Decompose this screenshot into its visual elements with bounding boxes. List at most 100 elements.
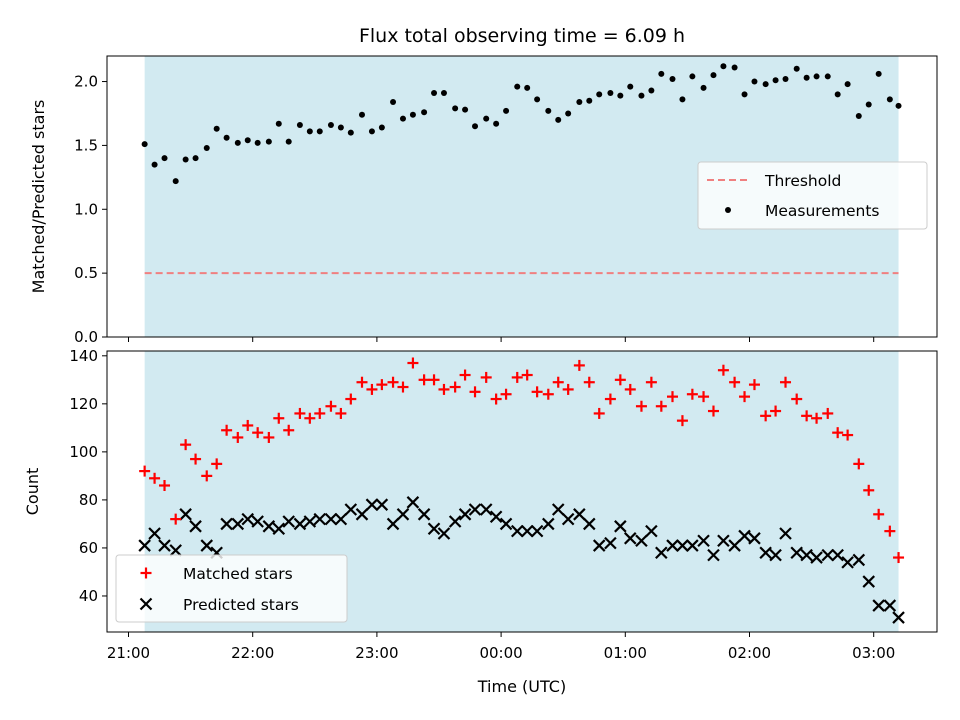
measurement-point <box>472 123 479 130</box>
predicted-star-point <box>158 539 171 552</box>
matched-star-point <box>159 479 171 491</box>
count-points <box>138 357 905 624</box>
predicted-star-point <box>189 520 202 533</box>
measurement-point <box>638 92 645 99</box>
measurement-point <box>772 77 779 84</box>
predicted-star-point <box>676 539 689 552</box>
predicted-star-point <box>707 548 720 562</box>
measurement-point <box>803 74 810 81</box>
x-tick-label: 21:00 <box>107 644 150 662</box>
measurement-point <box>192 155 199 162</box>
measurement-point <box>316 128 323 135</box>
matched-star-point <box>304 412 316 424</box>
y-tick-label: 100 <box>69 443 98 461</box>
predicted-star-point <box>790 546 803 560</box>
measurement-point <box>358 111 365 118</box>
predicted-star-point <box>313 512 327 526</box>
matched-star-point <box>366 383 378 395</box>
matched-star-point <box>739 391 751 403</box>
y-tick-label: 40 <box>79 587 98 605</box>
measurement-point <box>390 98 397 105</box>
y-tick-label: 60 <box>79 539 98 557</box>
matched-star-point <box>884 525 896 537</box>
bottom-legend-box <box>115 554 348 623</box>
measurement-point <box>182 156 189 163</box>
predicted-legend-marker <box>139 597 153 611</box>
bottom-legend: Matched stars Predicted stars <box>115 554 348 623</box>
matched-star-point <box>863 484 875 496</box>
matched-star-point <box>397 381 409 393</box>
measurement-point <box>440 90 447 97</box>
measurement-point <box>172 178 179 185</box>
x-tick-label: 03:00 <box>852 644 895 662</box>
measurement-point <box>254 139 261 146</box>
matched-star-point <box>832 427 844 439</box>
predicted-star-point <box>324 512 338 526</box>
legend-matched-label: Matched stars <box>183 565 293 583</box>
measurement-point <box>524 84 531 91</box>
matched-star-point <box>139 465 151 477</box>
matched-star-point <box>770 405 782 417</box>
matched-star-point <box>480 371 492 383</box>
predicted-star-point <box>862 575 876 588</box>
bottom-axes-frame <box>106 350 938 633</box>
measurement-point <box>895 102 902 109</box>
measurement-point <box>347 129 354 136</box>
matched-star-point <box>407 357 419 369</box>
measurement-point <box>368 128 375 135</box>
matched-star-point <box>376 379 388 391</box>
y-tick-label: 0.5 <box>74 264 98 282</box>
predicted-star-point <box>303 515 317 528</box>
measurement-point <box>596 91 603 98</box>
matched-star-point <box>666 391 678 403</box>
bottom-x-ticks: 21:00 22:00 23:00 00:00 01:00 02:00 03:00 <box>107 632 895 662</box>
measurement-point <box>306 128 313 135</box>
matched-star-point <box>345 393 357 405</box>
measurement-point <box>586 97 593 104</box>
matched-star-point <box>655 400 667 412</box>
measurement-point <box>689 73 696 80</box>
top-y-ticks: 0.0 0.5 1.0 1.5 2.0 <box>74 73 107 346</box>
predicted-star-point <box>355 508 369 521</box>
matched-star-point <box>873 508 885 520</box>
predicted-legend-swatch <box>139 597 153 611</box>
predicted-star-point <box>417 508 431 521</box>
matched-star-point <box>500 388 512 400</box>
predicted-star-point <box>241 512 255 526</box>
predicted-star-point <box>604 536 617 550</box>
measurement-point <box>617 92 624 99</box>
measurement-point <box>576 98 583 105</box>
y-tick-label: 1.0 <box>74 200 98 218</box>
matched-star-point <box>170 513 182 525</box>
measurement-point <box>141 141 148 148</box>
measurement-point <box>493 120 500 127</box>
matched-star-point <box>221 424 233 436</box>
predicted-star-point <box>520 524 534 538</box>
predicted-star-point <box>499 517 513 531</box>
matched-star-point <box>562 383 574 395</box>
predicted-star-point <box>542 517 555 531</box>
legend-predicted-label: Predicted stars <box>183 596 299 614</box>
x-axis-label: Time (UTC) <box>477 677 566 696</box>
matched-star-point <box>252 427 264 439</box>
legend-measurements-label: Measurements <box>765 202 880 220</box>
predicted-star-point <box>458 508 472 521</box>
matched-star-point <box>698 391 710 403</box>
matched-star-point <box>335 407 347 419</box>
predicted-star-point <box>623 532 637 545</box>
matched-star-point <box>190 453 202 465</box>
x-tick-label: 02:00 <box>728 644 771 662</box>
predicted-star-point <box>759 546 772 560</box>
matched-star-point <box>717 364 729 376</box>
matched-star-point <box>729 376 741 388</box>
measurement-point <box>337 124 344 131</box>
predicted-star-point <box>386 517 400 531</box>
measurement-point <box>844 81 851 88</box>
top-axes-frame <box>106 55 938 338</box>
measurement-point <box>514 83 521 90</box>
measurement-point <box>213 125 220 132</box>
predicted-star-point <box>800 548 813 562</box>
matched-star-point <box>573 359 585 371</box>
measurement-point <box>875 70 882 77</box>
